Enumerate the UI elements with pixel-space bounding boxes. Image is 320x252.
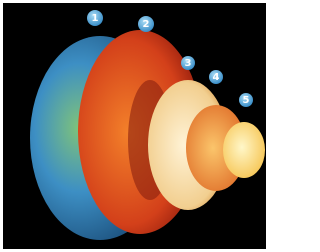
marker-label: 3	[185, 58, 192, 69]
marker: 2	[138, 16, 154, 32]
marker: 4	[209, 70, 223, 84]
marker: 5	[239, 93, 253, 107]
marker: 1	[87, 10, 103, 26]
marker-label: 4	[213, 72, 220, 83]
marker-label: 1	[92, 13, 99, 24]
marker-label: 2	[143, 19, 150, 30]
inner-core	[223, 122, 265, 178]
marker: 3	[181, 56, 195, 70]
marker-label: 5	[243, 95, 250, 106]
earth-layers-diagram: 1 2 3 4 5	[0, 0, 269, 252]
